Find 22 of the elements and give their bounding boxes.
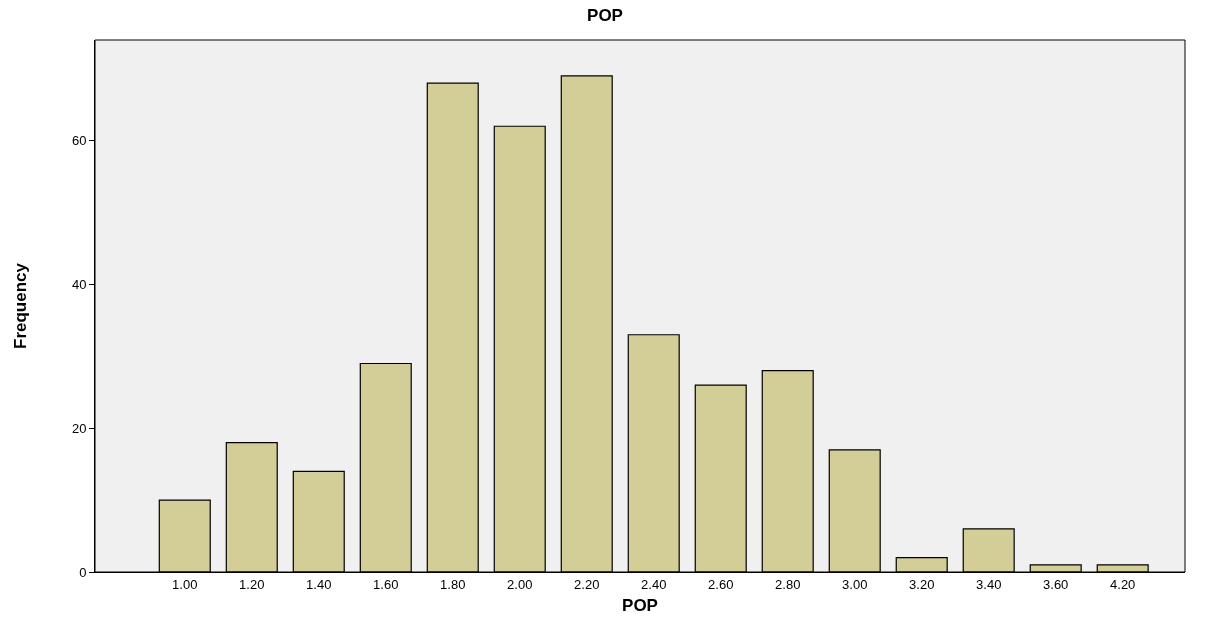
- x-tick-label: 3.60: [1043, 576, 1069, 592]
- y-tick-label: 40: [71, 276, 87, 292]
- x-tick-label: 4.20: [1110, 576, 1136, 592]
- x-tick-label: 3.20: [909, 576, 935, 592]
- y-axis-title: Frequency: [11, 262, 31, 349]
- y-tick-label: 20: [71, 420, 87, 436]
- x-tick-label: 2.00: [507, 576, 533, 592]
- x-tick-label: 2.60: [708, 576, 734, 592]
- y-tick-label: 60: [71, 133, 87, 149]
- x-axis-title: POP: [622, 596, 658, 615]
- y-tick-label: 0: [79, 564, 87, 580]
- chart-title: POP: [587, 6, 623, 26]
- x-tick-label: 2.80: [775, 576, 801, 592]
- x-tick-label: 1.60: [373, 576, 399, 592]
- x-tick-label: 1.40: [306, 576, 332, 592]
- x-tick-label: 3.40: [976, 576, 1002, 592]
- x-tick-label: 2.40: [641, 576, 667, 592]
- x-tick-label: 1.80: [440, 576, 466, 592]
- x-tick-label: 1.20: [239, 576, 265, 592]
- x-tick-label: 1.00: [172, 576, 198, 592]
- x-tick-label: 2.20: [574, 576, 600, 592]
- x-tick-label: 3.00: [842, 576, 868, 592]
